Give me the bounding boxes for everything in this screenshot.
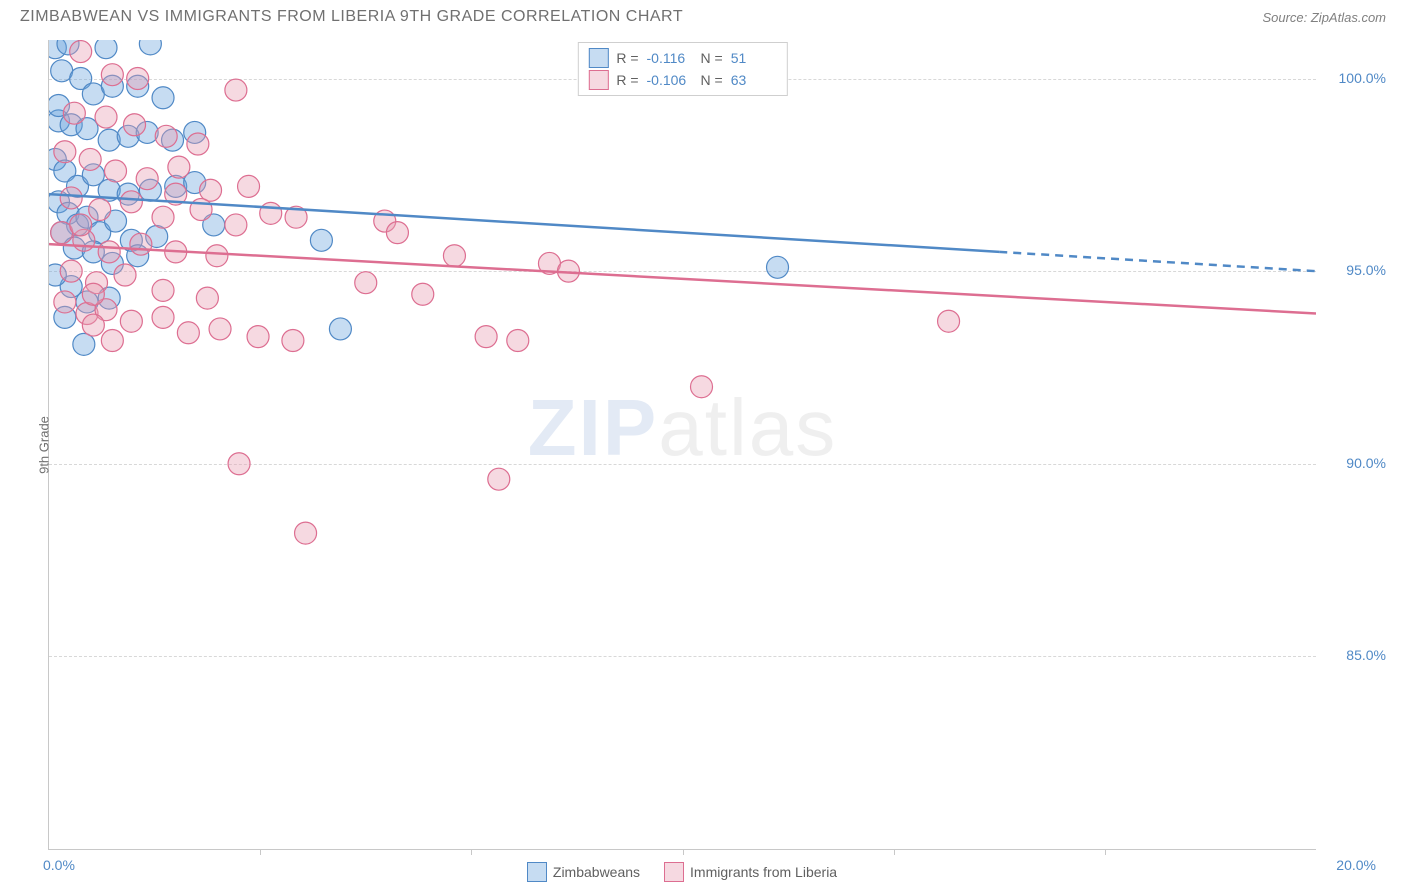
source-label: Source: ZipAtlas.com xyxy=(1262,10,1386,25)
x-tick-max: 20.0% xyxy=(1336,857,1376,873)
series-legend: Zimbabweans Immigrants from Liberia xyxy=(48,862,1316,882)
correlation-legend: R = -0.116 N = 51 R = -0.106 N = 63 xyxy=(577,42,787,96)
y-tick: 85.0% xyxy=(1326,647,1386,663)
y-tick: 95.0% xyxy=(1326,262,1386,278)
swatch-liberia xyxy=(588,70,608,90)
n-value-zimbabweans: 51 xyxy=(731,50,777,66)
legend-item-liberia: Immigrants from Liberia xyxy=(664,862,837,882)
r-value-zimbabweans: -0.116 xyxy=(647,50,693,66)
legend-label-liberia: Immigrants from Liberia xyxy=(690,864,837,880)
legend-row-zimbabweans: R = -0.116 N = 51 xyxy=(588,47,776,69)
legend-label-zimbabweans: Zimbabweans xyxy=(553,864,640,880)
y-tick: 90.0% xyxy=(1326,455,1386,471)
r-value-liberia: -0.106 xyxy=(647,72,693,88)
swatch-zimbabweans-icon xyxy=(527,862,547,882)
chart-area: 9th Grade ZIPatlas R = -0.116 N = 51 R =… xyxy=(48,40,1316,850)
y-tick: 100.0% xyxy=(1326,70,1386,86)
chart-title: ZIMBABWEAN VS IMMIGRANTS FROM LIBERIA 9T… xyxy=(20,8,683,26)
legend-item-zimbabweans: Zimbabweans xyxy=(527,862,640,882)
swatch-zimbabweans xyxy=(588,48,608,68)
legend-row-liberia: R = -0.106 N = 63 xyxy=(588,69,776,91)
swatch-liberia-icon xyxy=(664,862,684,882)
n-value-liberia: 63 xyxy=(731,72,777,88)
